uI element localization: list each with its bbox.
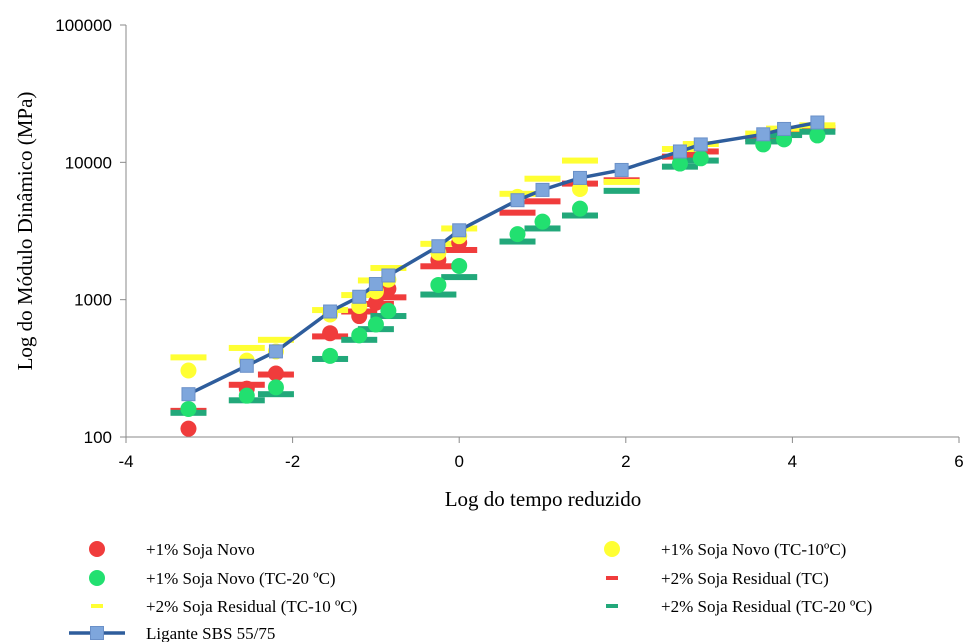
legend-item: +2% Soja Residual (TC-20 ºC) [606,597,872,616]
data-point [809,127,826,144]
data-point [367,316,384,333]
data-point [351,327,368,344]
data-point [380,302,397,319]
data-point [614,162,629,177]
data-point [535,182,550,197]
data-point [367,294,384,311]
data-point [561,157,598,164]
data-point [693,137,708,152]
legend-label: Ligante SBS 55/75 [146,624,275,642]
x-axis-title: Log do tempo reduzido [445,487,642,511]
legend-marker [604,541,620,557]
data-point [441,274,478,281]
data-point [603,178,640,185]
legend-label: +1% Soja Novo [146,540,255,559]
data-point [524,198,561,205]
legend-marker [89,541,105,557]
series-6 [181,115,825,402]
data-point [671,155,688,172]
legend-label: +1% Soja Novo (TC-20 ºC) [146,569,336,588]
legend-item: +2% Soja Residual (TC) [606,569,829,588]
data-point [257,336,294,343]
data-point [323,304,338,319]
data-point [777,121,792,136]
data-point [239,358,254,373]
data-point [352,289,367,304]
legend-marker [606,576,618,580]
data-point [268,344,283,359]
y-ticks: 100 1000 10000 100000 [55,16,126,447]
plot-area [170,115,836,437]
data-point [452,223,467,238]
data-point [420,291,457,298]
legend: +1% Soja Novo +1% Soja Novo (TC-10ºC) +1% … [69,540,872,642]
legend-item: +1% Soja Novo (TC-20 ºC) [89,569,336,588]
data-point [510,193,525,208]
legend-label: +1% Soja Novo (TC-10ºC) [661,540,846,559]
x-tick-label: -2 [285,452,300,471]
legend-label: +2% Soja Residual (TC) [661,569,829,588]
x-tick-label: 2 [621,452,630,471]
data-point [370,294,407,301]
legend-item: +1% Soja Novo [89,540,255,559]
x-tick-label: -4 [118,452,133,471]
data-point [571,200,588,217]
legend-label: +2% Soja Residual (TC-20 ºC) [661,597,872,616]
data-point [756,127,771,142]
x-tick-label: 0 [454,452,463,471]
legend-marker [91,604,103,608]
data-point [180,400,197,417]
data-point [571,180,588,197]
data-point [267,365,284,382]
data-point [180,420,197,437]
y-axis-title: Log do Módulo Dinâmico (MPa) [13,92,37,371]
legend-label: +2% Soja Residual (TC-10 ºC) [146,597,357,616]
data-point [451,257,468,274]
data-point [534,213,551,230]
legend-marker [89,570,105,586]
legend-marker [90,626,104,640]
x-tick-label: 4 [788,452,797,471]
legend-item: +2% Soja Residual (TC-10 ºC) [91,597,357,616]
legend-item: Ligante SBS 55/75 [69,624,275,642]
data-point [228,344,265,351]
data-point [381,268,396,283]
y-tick-label: 100 [84,428,112,447]
data-point [509,226,526,243]
data-point [238,387,255,404]
y-tick-label: 100000 [55,16,112,35]
data-point [368,277,383,292]
data-point [572,170,587,185]
data-point [170,354,207,361]
axes: 100 1000 10000 100000 -4 -2 0 2 4 6 [55,16,963,471]
data-point [181,387,196,402]
data-point [267,379,284,396]
data-point [431,239,446,254]
data-point [370,265,407,272]
data-point [430,276,447,293]
x-tick-label: 6 [954,452,963,471]
data-point [322,325,339,342]
data-point [499,209,536,216]
legend-item: +1% Soja Novo (TC-10ºC) [604,540,846,559]
series-line [187,120,818,396]
data-point [180,362,197,379]
legend-marker [606,604,618,608]
data-point [692,150,709,167]
x-ticks: -4 -2 0 2 4 6 [118,437,964,471]
data-point [524,175,561,182]
data-point [603,187,640,194]
y-tick-label: 1000 [74,291,112,310]
data-point [322,347,339,364]
y-tick-label: 10000 [65,153,112,172]
data-point [672,144,687,159]
data-point [810,115,825,130]
